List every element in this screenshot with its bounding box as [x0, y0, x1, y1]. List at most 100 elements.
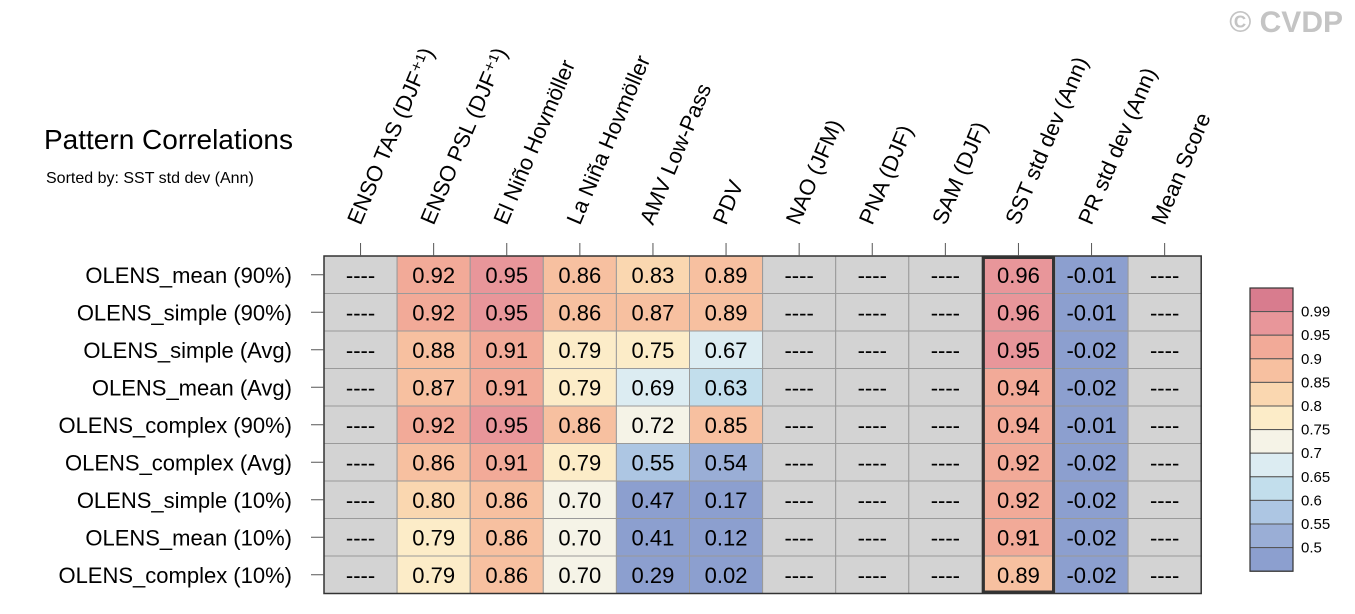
heatmap-cell — [469, 330, 544, 369]
heatmap-cell — [689, 480, 764, 519]
cell-value-label: 0.94 — [997, 413, 1040, 438]
heatmap-cell — [1127, 405, 1202, 444]
cell-value-label: ---- — [784, 525, 813, 550]
cell-value-label: 0.92 — [412, 413, 455, 438]
colorbar-segment — [1249, 287, 1294, 313]
highlighted-column-box — [981, 256, 1056, 594]
heatmap-cell — [615, 443, 691, 482]
colorbar-tick-label: 0.9 — [1301, 351, 1322, 368]
cell-value-label: -0.02 — [1066, 563, 1116, 588]
cell-value-label: -0.01 — [1066, 413, 1116, 438]
cell-value-label: ---- — [1150, 300, 1179, 325]
row-label: OLENS_simple (10%) — [77, 488, 292, 513]
cell-value-label: ---- — [346, 375, 375, 400]
heatmap-cell — [1054, 443, 1129, 482]
cell-value-label: ---- — [858, 450, 887, 475]
cell-value-label: 0.86 — [558, 413, 601, 438]
heatmap-cell — [908, 330, 983, 369]
cell-value-label: 0.95 — [997, 338, 1040, 363]
heatmap-cell — [615, 368, 691, 407]
heatmap-cell — [1054, 293, 1129, 332]
cell-value-label: ---- — [1150, 338, 1179, 363]
heatmap-cell — [615, 405, 691, 444]
cell-value-label: 0.29 — [632, 563, 675, 588]
column-label: SAM (DJF) — [927, 118, 993, 228]
cell-value-label: ---- — [1150, 263, 1179, 288]
column-label: El Niño Hovmöller — [488, 56, 580, 228]
cell-value-label: 0.96 — [997, 300, 1040, 325]
cell-value-label: ---- — [784, 263, 813, 288]
colorbar-tick-label: 0.95 — [1301, 327, 1330, 344]
row-label: OLENS_mean (Avg) — [92, 375, 292, 400]
cell-value-label: ---- — [346, 563, 375, 588]
cell-value-label: ---- — [931, 338, 960, 363]
cell-value-label: ---- — [931, 413, 960, 438]
colorbar-segment — [1249, 429, 1294, 454]
cell-value-label: -0.02 — [1066, 488, 1116, 513]
cell-value-label: -0.02 — [1066, 450, 1116, 475]
cell-value-label: 0.70 — [558, 488, 601, 513]
heatmap-cell — [615, 555, 691, 594]
cell-value-label: 0.41 — [632, 525, 675, 550]
cell-value-label: ---- — [784, 300, 813, 325]
heatmap-cell — [835, 518, 910, 557]
heatmap-grid: ---- 0.92 0.95 0.86 0.83 0.89 ---- ---- ---- 0.96… — [323, 255, 1202, 594]
heatmap-cell — [615, 518, 691, 557]
cell-value-label: 0.91 — [997, 525, 1040, 550]
heatmap-cell — [908, 293, 983, 332]
cell-value-label: ---- — [1150, 525, 1179, 550]
cell-value-label: ---- — [931, 450, 960, 475]
heatmap-cell — [1054, 255, 1129, 294]
cell-value-label: 0.79 — [558, 375, 601, 400]
column-label: PR std dev (Ann) — [1073, 64, 1161, 228]
cell-value-label: ---- — [346, 300, 375, 325]
cell-value-label: 0.86 — [558, 263, 601, 288]
heatmap-cell — [981, 443, 1056, 482]
cell-value-label: 0.79 — [558, 338, 601, 363]
cell-value-label: ---- — [1150, 563, 1179, 588]
colorbar-tick-label: 0.8 — [1301, 398, 1322, 415]
chart-subtitle: Sorted by: SST std dev (Ann) — [46, 170, 254, 187]
cell-value-label: 0.86 — [558, 300, 601, 325]
heatmap-cell — [1054, 368, 1129, 407]
colorbar-tick-label: 0.5 — [1301, 540, 1322, 557]
heatmap-cell — [1054, 518, 1129, 557]
cell-value-label: ---- — [931, 375, 960, 400]
cell-value-label: ---- — [858, 263, 887, 288]
cell-value-label: 0.70 — [558, 563, 601, 588]
cell-value-label: 0.95 — [485, 263, 528, 288]
cell-value-label: 0.83 — [632, 263, 675, 288]
cell-value-label: 0.17 — [705, 488, 748, 513]
colorbar-tick-label: 0.7 — [1301, 445, 1322, 462]
heatmap-cell — [835, 443, 910, 482]
cell-value-label: ---- — [931, 263, 960, 288]
heatmap-cell — [1054, 405, 1129, 444]
cell-value-label: ---- — [784, 450, 813, 475]
heatmap-cell — [323, 555, 398, 594]
cell-value-label: -0.01 — [1066, 263, 1116, 288]
cell-value-label: 0.89 — [705, 263, 748, 288]
cell-value-label: 0.91 — [485, 375, 528, 400]
colorbar-segment — [1249, 547, 1294, 572]
colorbar-segment — [1249, 452, 1294, 478]
column-label: PDV — [708, 176, 749, 228]
heatmap-cell — [981, 330, 1056, 369]
colorbar-tick-label: 0.65 — [1301, 469, 1330, 486]
colorbar-segment — [1249, 358, 1294, 383]
cell-value-label: 0.89 — [705, 300, 748, 325]
heatmap-cell — [689, 293, 764, 332]
heatmap-cell — [1127, 255, 1202, 294]
cell-value-label: ---- — [931, 563, 960, 588]
cell-value-label: -0.01 — [1066, 300, 1116, 325]
cell-value-label: 0.02 — [705, 563, 748, 588]
heatmap-cell — [835, 555, 910, 594]
cell-value-label: -0.02 — [1066, 375, 1116, 400]
cell-value-label: 0.86 — [412, 450, 455, 475]
cell-value-label: ---- — [346, 338, 375, 363]
cell-value-label: ---- — [346, 263, 375, 288]
row-label: OLENS_complex (Avg) — [65, 450, 292, 475]
cell-value-label: 0.85 — [705, 413, 748, 438]
cell-value-label: 0.55 — [632, 450, 675, 475]
row-label: OLENS_simple (90%) — [77, 300, 292, 325]
colorbar-segment — [1249, 381, 1294, 407]
